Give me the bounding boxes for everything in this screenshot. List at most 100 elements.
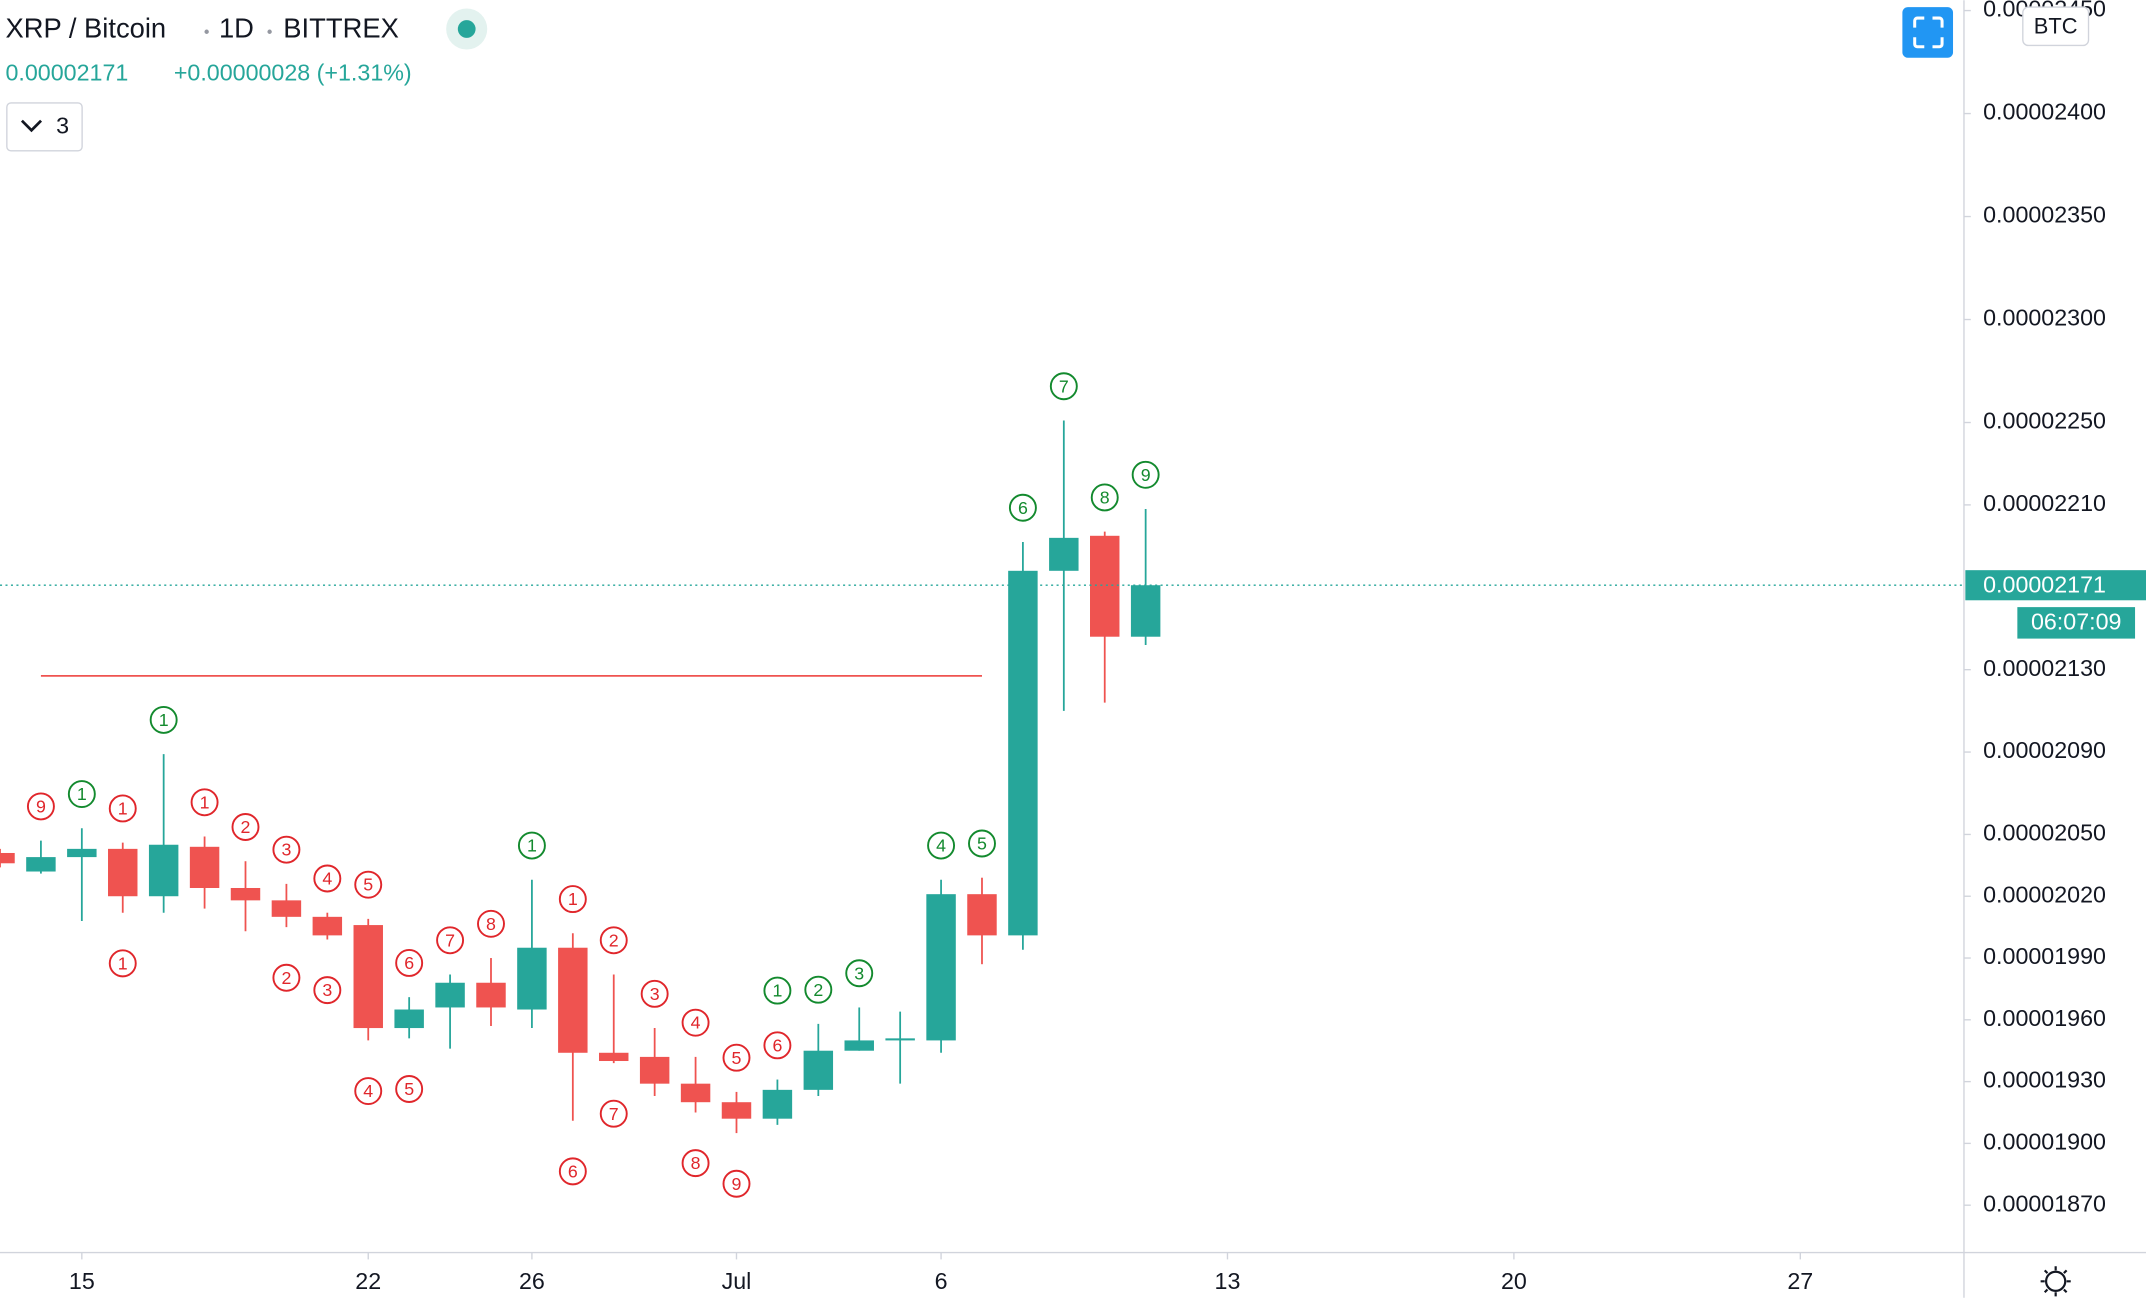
td-marker-label: 9 (1141, 465, 1151, 485)
countdown-label: 06:07:09 (2031, 609, 2122, 635)
plot: 9 1 1 1 1 1 2 3 2 4 3 5 4 6 5 7 8 1 1 6 2 7 3 4 8 5 9 6 1 2 3 4 5 6 7 8 9 (0, 372, 1964, 1198)
symbol-title: XRP / Bitcoin (5, 13, 166, 44)
x-tick-label: 26 (519, 1268, 545, 1294)
candle-body (394, 1009, 424, 1029)
td-marker-label: 2 (609, 930, 619, 950)
chevron-icon[interactable] (20, 119, 43, 133)
settings-icon-teeth[interactable] (2040, 1266, 2071, 1297)
separator (204, 29, 209, 34)
x-tick-label: 13 (1215, 1268, 1241, 1294)
td-marker-ring (845, 959, 874, 988)
indicator-toggle[interactable]: 3 (6, 102, 83, 152)
td-marker-label: 5 (977, 834, 987, 854)
td-marker-ring (231, 813, 260, 841)
candle-body (271, 900, 302, 917)
candle-body (599, 1052, 629, 1062)
td-marker-label: 2 (241, 817, 251, 837)
last-price-tag-label: 0.00002171 (1983, 572, 2106, 598)
currency-button-box[interactable] (2022, 6, 2090, 47)
y-tick-label: 0.00001960 (1983, 1005, 2106, 1031)
td-marker-label: 1 (772, 981, 782, 1001)
td-marker-label: 8 (486, 914, 496, 934)
td-marker-ring (1008, 493, 1037, 522)
x-tick-label: 22 (355, 1268, 381, 1294)
td-marker-label: 4 (936, 836, 946, 856)
td-marker-label: 3 (281, 840, 291, 860)
td-marker-ring (968, 829, 996, 858)
td-marker-label: 7 (445, 930, 455, 950)
td-marker-ring (517, 831, 546, 860)
td-marker-ring (722, 1169, 751, 1198)
candle-body (680, 1083, 711, 1103)
last-price: 0.00002171 (5, 59, 128, 85)
candle-body (558, 947, 588, 1053)
y-tick-label: 0.00002250 (1983, 408, 2106, 434)
td-marker-ring (272, 963, 301, 992)
candle-body (639, 1056, 670, 1084)
candle-body (926, 894, 956, 1041)
td-marker-label: 5 (404, 1079, 414, 1099)
interval: 1D (219, 13, 254, 44)
countdown-tag (2017, 607, 2136, 639)
td-marker-ring (927, 831, 956, 860)
td-marker-label: 6 (404, 953, 414, 973)
exchange: BITTREX (283, 13, 399, 44)
td-marker-ring (477, 909, 505, 938)
td-marker-label: 3 (322, 980, 332, 1000)
td-marker-ring (436, 926, 465, 955)
separator (267, 29, 272, 34)
td-marker-ring (558, 1157, 587, 1186)
td-marker-label: 1 (527, 836, 537, 856)
y-tick-label: 0.00002130 (1983, 655, 2106, 681)
candle-body (967, 894, 997, 936)
y-tick-label: 0.00001930 (1983, 1067, 2106, 1093)
td-marker-ring (640, 979, 669, 1008)
y-tick-label: 0.00001870 (1983, 1190, 2106, 1216)
fullscreen-icon[interactable] (1913, 16, 1944, 49)
currency-label[interactable]: BTC (2034, 13, 2078, 38)
td-marker-label: 1 (200, 792, 210, 812)
candle-body (762, 1089, 793, 1119)
settings-button[interactable] (2040, 1266, 2071, 1297)
candle-body (721, 1102, 752, 1119)
candle-body (26, 857, 56, 872)
candle-body (844, 1040, 874, 1051)
candle-body (0, 852, 15, 864)
candle-body (353, 925, 383, 1029)
td-marker-ring (26, 792, 55, 821)
td-marker-ring (599, 926, 628, 955)
fullscreen-button[interactable] (1902, 7, 1954, 58)
td-marker-ring (108, 949, 137, 978)
fullscreen-button-bg[interactable] (1902, 7, 1954, 58)
y-tick-label: 0.00002020 (1983, 881, 2106, 907)
settings-icon[interactable] (2044, 1270, 2067, 1292)
td-marker-label: 4 (363, 1081, 373, 1101)
td-marker-ring (681, 1008, 710, 1037)
candle-body (230, 887, 261, 901)
candle-body (885, 1038, 915, 1041)
candle-body (312, 916, 343, 936)
td-marker-label: 8 (1100, 488, 1110, 508)
td-marker-label: 7 (1059, 376, 1069, 396)
y-tick-label: 0.00001900 (1983, 1129, 2106, 1155)
td-marker-label: 1 (118, 799, 128, 819)
x-tick-label: 27 (1787, 1268, 1813, 1294)
indicator-toggle-box[interactable] (6, 102, 83, 152)
indicator-count[interactable]: 3 (56, 113, 69, 139)
td-marker-ring (558, 885, 587, 914)
td-marker-label: 1 (159, 710, 169, 730)
x-tick-label: 15 (69, 1268, 95, 1294)
candle-body (189, 846, 220, 888)
td-marker-ring (67, 780, 96, 809)
td-marker-ring (763, 1031, 792, 1060)
td-marker-ring (1131, 460, 1160, 489)
td-marker-label: 1 (77, 784, 87, 804)
td-marker-label: 7 (609, 1104, 619, 1124)
td-marker-ring (599, 1099, 628, 1128)
td-marker-ring (190, 788, 219, 817)
header: XRP / Bitcoin 1D BITTREX 0.00002171 +0.0… (5, 8, 488, 152)
currency-button[interactable]: BTC (2022, 6, 2090, 47)
